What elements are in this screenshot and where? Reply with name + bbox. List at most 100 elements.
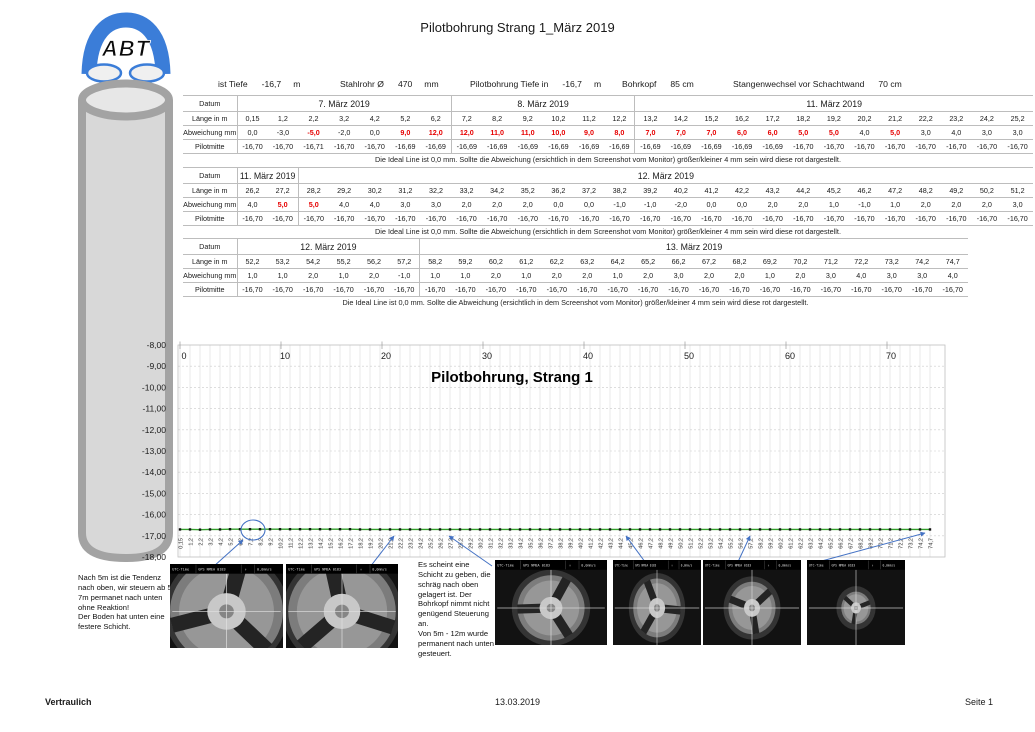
table-cell: 55,2 (328, 254, 359, 269)
data-point-marker (188, 528, 192, 531)
data-point-marker (458, 528, 462, 531)
data-point-marker (368, 528, 372, 531)
table-cell: 6,0 (726, 125, 758, 140)
borehead-camera-image-3: UTC-Time GPS NMEA 0183 ↑ 0,0mm/s (495, 560, 607, 645)
table-cell: -16,70 (876, 282, 907, 297)
table-cell: 3,0 (663, 268, 694, 283)
y-axis-tick-label: -10,00 (142, 382, 166, 392)
x-category-label: 61,2 (789, 538, 795, 549)
x-category-label: 43,2 (609, 538, 615, 549)
table-cell: 40,2 (665, 183, 697, 198)
data-point-marker (638, 528, 642, 531)
table-cell: -16,70 (879, 139, 911, 154)
table-cell: 3,0 (1002, 125, 1033, 140)
table-cell: -16,70 (815, 282, 847, 297)
x-category-label: 73,2 (909, 538, 915, 549)
table-cell: -1,0 (604, 197, 635, 212)
table-cell: 26,2 (236, 183, 268, 198)
data-point-marker (908, 528, 912, 531)
borehead-camera-image-1: UTC-Time GPS NMEA 0183 ↑ 0,0mm/s (170, 564, 283, 648)
callout-arrow (736, 535, 751, 565)
x-category-label: 74,7 (929, 538, 935, 549)
x-category-label: 4,2 (219, 538, 225, 546)
camera-osd-text: UTC-Time (615, 563, 628, 567)
table-cell: 9,0 (390, 125, 421, 140)
x-category-label: 10,2 (279, 538, 285, 549)
table-cell: 34,2 (481, 183, 513, 198)
table-cell: 2,0 (571, 268, 603, 283)
borehead-camera-image-6: UTC-Time GPS NMEA 0183 ↑ 0,0mm/s (807, 560, 905, 645)
table-cell: -5,0 (298, 125, 329, 140)
x-category-label: 69,2 (869, 538, 875, 549)
table-note: Die Ideal Line ist 0,0 mm. Sollte die Ab… (375, 227, 841, 236)
table-cell: 11,2 (573, 111, 605, 126)
table-cell: 7,2 (450, 111, 482, 126)
camera-osd-text: 0,0mm/s (681, 563, 693, 567)
table-row-datum: Datum 7. März 2019 8. März 2019 11. März 20… (183, 95, 1033, 112)
footer-page-number: Seite 1 (964, 697, 993, 707)
table-cell: 18,2 (787, 111, 819, 126)
table-cell: 5,0 (879, 125, 911, 140)
date-group-header: 7. März 2019 (236, 95, 452, 112)
data-point-marker (798, 528, 802, 531)
row-label: Pilotmitte (183, 139, 238, 154)
table-cell: 15,2 (696, 111, 727, 126)
info-item: Pilotbohrung Tiefe in -16,7 m (470, 79, 601, 89)
table-cell: 36,2 (543, 183, 574, 198)
table-cell: 74,2 (906, 254, 938, 269)
x-category-label: 30,2 (479, 538, 485, 549)
callout-arrow (817, 531, 926, 563)
table-cell: 67,2 (693, 254, 725, 269)
comment-middle: Es scheint eine Schicht zu geben, die sc… (418, 560, 494, 658)
data-point-marker (268, 528, 272, 531)
table-cell: 2,0 (757, 197, 788, 212)
table-cell: 2,0 (971, 197, 1003, 212)
table-cell: 4,0 (937, 268, 968, 283)
data-point-marker (618, 528, 622, 531)
table-cell: -16,70 (420, 211, 452, 226)
table-cell: 6,0 (757, 125, 788, 140)
x-category-label: 8,2 (259, 538, 265, 546)
callout-arrow (369, 535, 395, 568)
x-category-label: 53,2 (709, 538, 715, 549)
x-category-label: 34,2 (519, 538, 525, 549)
table-cell: -16,70 (602, 282, 633, 297)
table-cell: -16,70 (910, 139, 942, 154)
table-cell: -16,70 (754, 282, 786, 297)
x-category-label: 46,2 (639, 538, 645, 549)
table-cell: 0,0 (236, 125, 268, 140)
table-cell: 29,2 (328, 183, 360, 198)
table-cell: 43,2 (757, 183, 788, 198)
table-cell: -16,70 (358, 282, 390, 297)
table-cell: 2,0 (512, 197, 544, 212)
y-axis-tick-label: -18,00 (142, 552, 166, 562)
table-cell: -16,70 (818, 139, 850, 154)
highlight-circle (240, 519, 266, 541)
table-cell: 73,2 (876, 254, 907, 269)
camera-osd-text: UTC-Time (809, 563, 824, 567)
table-cell: -16,70 (726, 211, 758, 226)
table-cell: -16,70 (818, 211, 850, 226)
data-point-marker (698, 528, 702, 531)
top-axis-label: 70 (886, 351, 896, 361)
table-cell: -16,70 (543, 211, 574, 226)
data-point-marker (468, 528, 472, 531)
table-cell: 58,2 (419, 254, 451, 269)
table-cell: 56,2 (358, 254, 390, 269)
top-axis-label: 30 (482, 351, 492, 361)
data-point-marker (808, 528, 812, 531)
data-point-marker (438, 528, 442, 531)
table-cell: -2,0 (665, 197, 697, 212)
info-unit: mm (424, 79, 439, 89)
camera-osd-text: UTC-Time (497, 564, 514, 568)
data-point-marker (868, 528, 872, 531)
footer-date: 13.03.2019 (494, 697, 541, 707)
table-cell: 3,0 (815, 268, 847, 283)
table-cell: -16,69 (512, 139, 544, 154)
table-cell: 45,2 (818, 183, 850, 198)
logo-foot-right (128, 63, 166, 83)
data-point-marker (418, 528, 422, 531)
camera-osd-text: 0,0mm/s (778, 563, 791, 567)
table-cell: 1,0 (879, 197, 911, 212)
measurement-table-2: Datum 11. März 2019 12. März 2019 Länge in … (183, 167, 1033, 236)
